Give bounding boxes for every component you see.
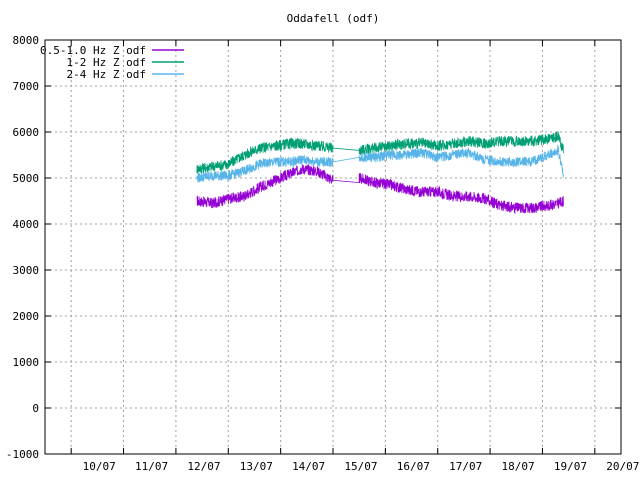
series-layer: [196, 131, 564, 214]
y-tick-label: 3000: [13, 264, 40, 277]
x-tick-label: 18/07: [502, 460, 535, 473]
x-tick-label: 10/07: [83, 460, 116, 473]
legend-label: 0.5-1.0 Hz Z odf: [40, 44, 146, 57]
x-tick-label: 14/07: [292, 460, 325, 473]
x-tick-label: 11/07: [135, 460, 168, 473]
y-tick-label: 4000: [13, 218, 40, 231]
x-axis: 10/07 11/07 12/07 13/07 14/07 15/07 16/07 17/07…: [70, 40, 639, 473]
x-tick-label: 20/07: [606, 460, 639, 473]
y-tick-label: 8000: [13, 34, 40, 47]
y-tick-label: 2000: [13, 310, 40, 323]
legend-label: 2-4 Hz Z odf: [67, 68, 146, 81]
series-line: [196, 163, 564, 214]
x-tick-label: 13/07: [240, 460, 273, 473]
x-tick-label: 19/07: [554, 460, 587, 473]
legend-label: 1-2 Hz Z odf: [67, 56, 146, 69]
y-axis: -1000 0 1000 2000 3000 4000 5000 6000 7000 8000: [6, 34, 621, 461]
y-tick-label: 7000: [13, 80, 40, 93]
y-tick-label: 6000: [13, 126, 40, 139]
series-line: [196, 144, 564, 183]
series-line: [196, 131, 564, 174]
x-tick-label: 16/07: [397, 460, 430, 473]
x-tick-label: 17/07: [449, 460, 482, 473]
y-tick-label: 0: [32, 402, 39, 415]
grid: [45, 40, 621, 454]
y-tick-label: -1000: [6, 448, 39, 461]
y-tick-label: 5000: [13, 172, 40, 185]
x-tick-label: 15/07: [344, 460, 377, 473]
chart-title: Oddafell (odf): [287, 12, 380, 25]
y-tick-label: 1000: [13, 356, 40, 369]
x-tick-label: 12/07: [187, 460, 220, 473]
